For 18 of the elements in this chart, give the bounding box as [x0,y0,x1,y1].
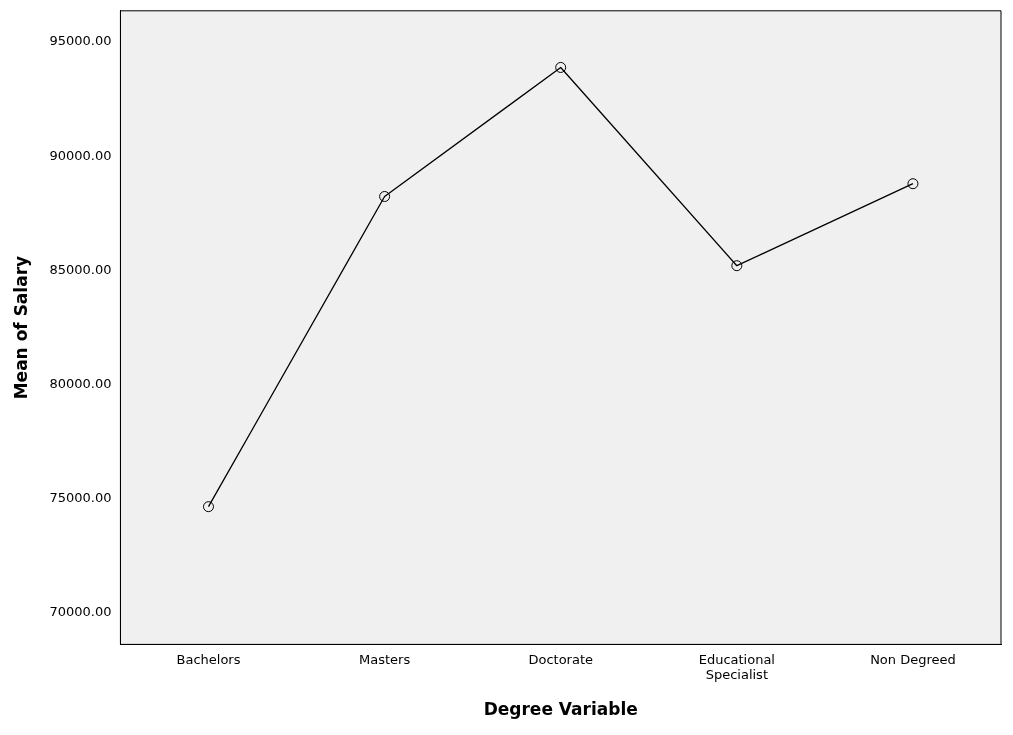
point [379,191,391,202]
x-tick-label: Bachelors [176,651,241,667]
y-tick-label: 90000.00 [49,147,112,163]
point [731,260,743,272]
y-tick-label: 85000.00 [49,261,112,277]
point [555,61,567,73]
y-tick-label: 80000.00 [49,376,112,392]
x-tick-label: Non Degreed [870,651,956,667]
x-tick-label: Masters [359,651,411,667]
point [907,178,919,190]
x-tick-label: Educational Specialist [698,651,775,683]
x-tick-label: Doctorate [528,651,593,667]
y-axis-title: Mean of Salary [10,255,31,400]
y-tick-label: 70000.00 [49,604,112,620]
y-tick-label: 95000.00 [49,33,112,49]
y-tick-label: 75000.00 [49,490,112,506]
x-axis-title: Degree Variable [483,699,638,720]
point [202,501,214,513]
